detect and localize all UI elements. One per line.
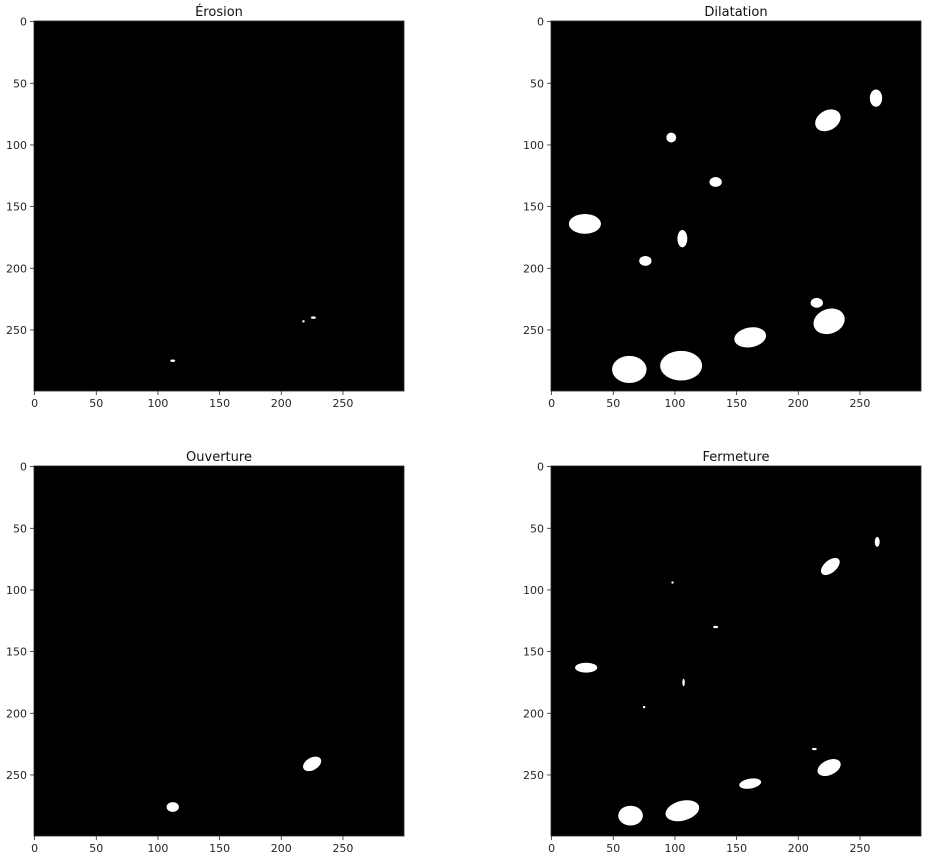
y-tick-label: 100 xyxy=(6,584,27,597)
x-tick-label: 150 xyxy=(726,842,747,855)
x-tick-label: 100 xyxy=(664,397,685,410)
y-tick-label: 150 xyxy=(523,201,544,214)
x-tick-label: 200 xyxy=(271,397,292,410)
x-tick-label: 50 xyxy=(606,397,620,410)
panel-title: Érosion xyxy=(195,4,243,20)
blob xyxy=(166,802,179,812)
y-tick-label: 250 xyxy=(523,769,544,782)
y-tick-label: 50 xyxy=(13,77,27,90)
y-tick-label: 100 xyxy=(523,584,544,597)
blob xyxy=(575,662,598,673)
blob xyxy=(713,625,719,629)
y-tick-label: 0 xyxy=(537,16,544,29)
y-tick-label: 150 xyxy=(523,646,544,659)
blob xyxy=(817,759,841,777)
x-tick-label: 250 xyxy=(849,842,870,855)
panel-title: Dilatation xyxy=(704,5,767,20)
panel-title: Fermeture xyxy=(703,450,770,465)
y-tick-label: 100 xyxy=(6,139,27,152)
blob xyxy=(310,316,316,319)
blob xyxy=(170,359,176,363)
panel-1: Érosion 0 50 100 150 200 250 0 50 100 150 200 250 xyxy=(6,4,405,410)
image-area xyxy=(34,21,404,391)
x-tick-label: 200 xyxy=(271,842,292,855)
y-tick-label: 200 xyxy=(523,262,544,275)
x-tick-label: 0 xyxy=(548,842,555,855)
y-tick-label: 200 xyxy=(6,707,27,720)
x-tick-label: 150 xyxy=(209,842,230,855)
blob xyxy=(810,297,823,308)
y-tick-label: 250 xyxy=(6,324,27,337)
x-tick-label: 50 xyxy=(606,842,620,855)
axes-frame xyxy=(550,465,922,837)
panel-2: Dilatation 0 50 100 150 200 250 0 50 100 150 200 250 xyxy=(523,5,922,410)
blob xyxy=(666,132,677,143)
panel-3: Ouverture 0 50 100 150 200 250 0 50 100 150 200 250 xyxy=(6,450,405,855)
blob xyxy=(639,255,652,266)
blob xyxy=(671,581,674,584)
blob xyxy=(739,778,762,789)
blob xyxy=(811,747,817,751)
blob xyxy=(665,800,700,822)
blob xyxy=(820,557,840,576)
x-tick-label: 0 xyxy=(548,397,555,410)
blob xyxy=(815,109,841,132)
blob xyxy=(302,320,305,323)
x-tick-label: 50 xyxy=(89,397,103,410)
axes-frame xyxy=(33,465,405,837)
panel-title: Ouverture xyxy=(186,450,252,465)
y-tick-label: 250 xyxy=(6,769,27,782)
x-tick-label: 200 xyxy=(788,842,809,855)
y-tick-label: 200 xyxy=(523,707,544,720)
y-tick-label: 0 xyxy=(20,461,27,474)
blob xyxy=(642,705,646,709)
blob xyxy=(874,536,880,547)
x-tick-label: 250 xyxy=(849,397,870,410)
y-tick-label: 250 xyxy=(523,324,544,337)
y-tick-label: 100 xyxy=(523,139,544,152)
blob xyxy=(612,355,647,383)
image-area xyxy=(551,466,921,836)
x-tick-label: 100 xyxy=(147,397,168,410)
y-tick-label: 0 xyxy=(537,461,544,474)
blob xyxy=(618,805,643,826)
y-tick-label: 50 xyxy=(530,77,544,90)
axes-frame xyxy=(33,20,405,392)
x-tick-label: 0 xyxy=(31,842,38,855)
blob xyxy=(869,89,883,107)
y-tick-label: 0 xyxy=(20,16,27,29)
x-tick-label: 250 xyxy=(332,842,353,855)
panel-4: Fermeture 0 50 100 150 200 250 0 50 100 150 200 250 xyxy=(523,450,922,855)
x-tick-label: 50 xyxy=(89,842,103,855)
x-tick-label: 200 xyxy=(788,397,809,410)
y-tick-label: 150 xyxy=(6,201,27,214)
x-tick-label: 0 xyxy=(31,397,38,410)
y-tick-label: 200 xyxy=(6,262,27,275)
x-tick-label: 150 xyxy=(726,397,747,410)
blob xyxy=(303,756,322,772)
y-tick-label: 150 xyxy=(6,646,27,659)
blob xyxy=(813,308,845,335)
x-tick-label: 100 xyxy=(147,842,168,855)
blob xyxy=(677,230,688,248)
x-tick-label: 150 xyxy=(209,397,230,410)
blob xyxy=(709,177,722,187)
x-tick-label: 100 xyxy=(664,842,685,855)
y-tick-label: 50 xyxy=(13,522,27,535)
blob xyxy=(734,327,767,348)
image-area xyxy=(551,21,921,391)
blob xyxy=(682,678,685,687)
image-area xyxy=(34,466,404,836)
y-tick-label: 50 xyxy=(530,522,544,535)
axes-frame xyxy=(550,20,922,392)
blob xyxy=(568,214,601,234)
blob xyxy=(660,350,703,381)
x-tick-label: 250 xyxy=(332,397,353,410)
